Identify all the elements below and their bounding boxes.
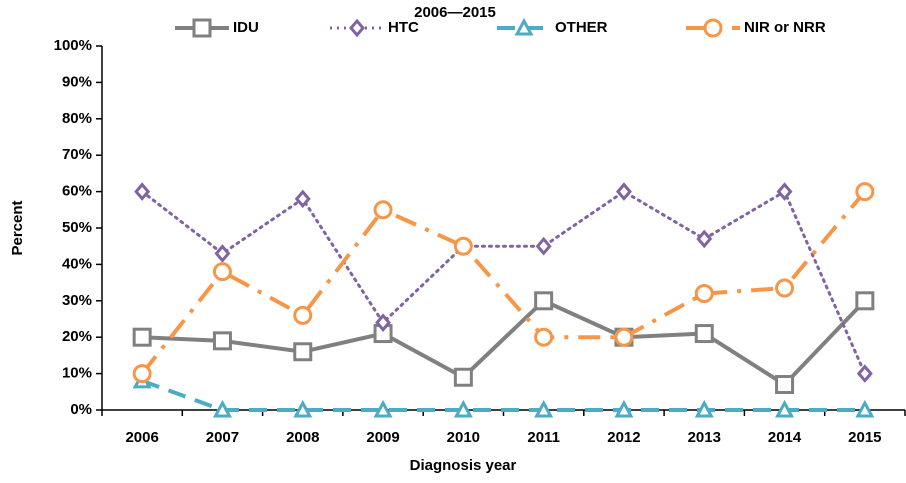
legend-label: IDU	[233, 19, 259, 36]
data-point	[614, 327, 634, 347]
data-point	[776, 182, 793, 201]
data-point	[212, 399, 232, 418]
series-line	[140, 189, 867, 376]
data-point	[134, 182, 151, 201]
data-point	[373, 200, 393, 220]
legend-marker	[514, 17, 534, 36]
data-point	[775, 375, 795, 395]
data-point	[696, 229, 713, 249]
y-tick-label: 20%	[62, 328, 92, 345]
data-point	[694, 284, 714, 304]
y-tick-label: 100%	[54, 37, 92, 54]
y-tick-label: 40%	[62, 255, 92, 272]
data-point	[694, 399, 714, 418]
data-point	[535, 236, 552, 256]
y-tick-label: 0%	[70, 401, 92, 418]
y-tick-label: 10%	[62, 365, 92, 382]
series-line	[142, 298, 867, 388]
data-point	[775, 278, 795, 298]
x-tick-label: 2006	[125, 429, 158, 446]
data-point	[293, 399, 313, 418]
x-tick-label: 2009	[366, 429, 399, 446]
data-point	[373, 399, 393, 418]
x-axis-label: Diagnosis year	[410, 457, 517, 474]
data-point	[293, 305, 313, 325]
y-tick-label: 70%	[62, 146, 92, 163]
y-tick-label: 60%	[62, 183, 92, 200]
data-point	[534, 399, 554, 418]
x-tick-label: 2008	[286, 429, 319, 446]
data-point	[453, 367, 473, 387]
x-tick-label: 2013	[688, 429, 721, 446]
legend-label: NIR or NRR	[744, 19, 826, 36]
y-tick-label: 50%	[62, 219, 92, 236]
legend-marker	[349, 18, 365, 38]
data-point	[214, 244, 231, 263]
data-point	[614, 399, 634, 418]
x-tick-label: 2014	[768, 429, 802, 446]
data-point	[775, 399, 795, 418]
data-point	[856, 364, 873, 383]
data-point	[855, 291, 875, 311]
data-point	[375, 313, 392, 332]
data-point	[453, 399, 473, 418]
legend-marker	[703, 18, 723, 38]
x-tick-label: 2012	[607, 429, 640, 446]
data-point	[294, 189, 311, 209]
y-axis-label: Percent	[9, 200, 26, 255]
data-point	[855, 399, 875, 418]
data-point	[132, 327, 152, 347]
data-point	[615, 182, 632, 201]
x-tick-label: 2010	[447, 429, 480, 446]
data-point	[453, 236, 473, 256]
x-tick-label: 2007	[206, 429, 239, 446]
data-point	[293, 342, 313, 362]
legend-marker	[192, 18, 212, 38]
data-point	[212, 331, 232, 351]
data-point	[212, 262, 232, 282]
y-tick-label: 80%	[62, 110, 92, 127]
chart-title: 2006—2015	[414, 4, 496, 21]
series-line	[141, 378, 865, 412]
data-point	[132, 364, 152, 384]
data-point	[694, 324, 714, 344]
data-point	[855, 182, 875, 202]
y-tick-label: 30%	[62, 292, 92, 309]
legend-label: HTC	[388, 19, 419, 36]
y-tick-label: 90%	[62, 73, 92, 90]
x-tick-label: 2011	[527, 429, 560, 446]
x-tick-label: 2015	[848, 429, 881, 446]
legend-label: OTHER	[555, 19, 608, 36]
data-point	[534, 291, 554, 311]
data-point	[534, 327, 554, 347]
